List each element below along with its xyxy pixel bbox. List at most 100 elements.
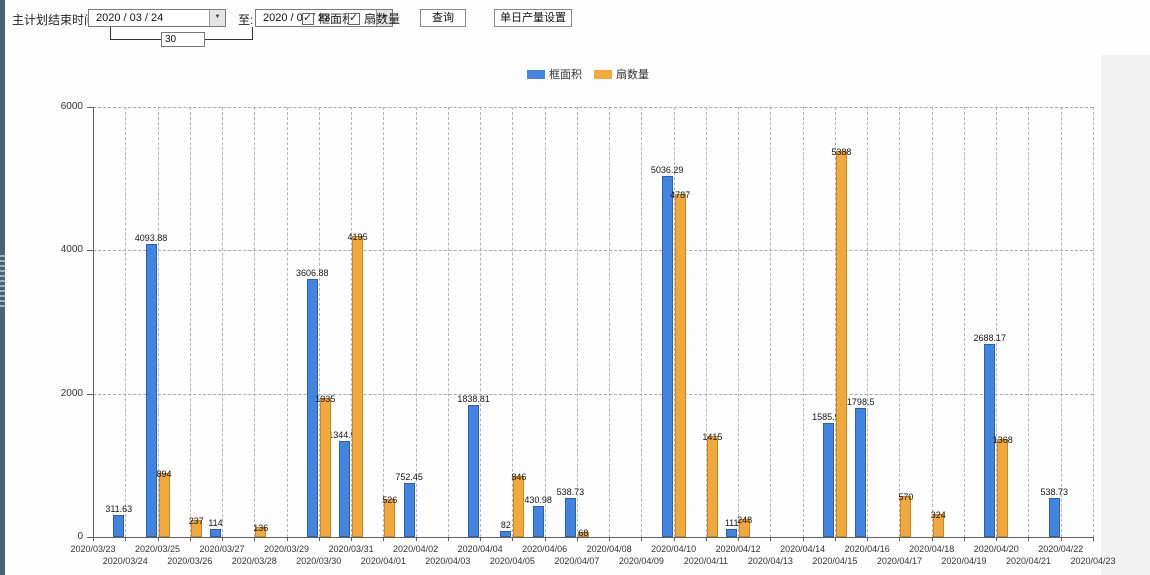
sash-count-checkbox-label: 扇数量 <box>364 12 401 26</box>
x-axis-label: 2020/03/30 <box>296 556 342 566</box>
check-icon: ✓ <box>303 11 313 24</box>
x-axis-label: 2020/03/26 <box>167 556 213 566</box>
v-gridline <box>1093 107 1094 537</box>
bar-value-label: 1368 <box>992 434 1013 445</box>
sash-count-checkbox[interactable]: ✓ 扇数量 <box>348 10 400 27</box>
bar-value-label: 1838.81 <box>457 394 490 405</box>
chevron-down-icon[interactable]: ▼ <box>376 10 392 26</box>
v-gridline <box>931 107 933 537</box>
bar-value-label: 5036.29 <box>650 165 684 176</box>
bar-value-label: 1415 <box>702 431 723 442</box>
y-axis-label: 0 <box>77 531 83 542</box>
y-axis-label: 6000 <box>60 101 83 112</box>
v-gridline <box>351 107 353 537</box>
x-axis-label: 2020/04/07 <box>554 556 600 566</box>
x-axis-tick <box>963 537 965 541</box>
bar-value-label: 1344.95 <box>328 429 361 440</box>
date-from-picker[interactable]: 2020 / 03 / 24 ▼ <box>88 9 226 27</box>
x-axis-label: 2020/04/06 <box>522 544 568 554</box>
x-axis-tick <box>383 537 385 541</box>
bar-sash-count <box>674 193 686 537</box>
x-axis-tick <box>544 537 546 541</box>
bar-frame-area <box>661 176 673 537</box>
v-gridline <box>480 107 482 537</box>
query-button[interactable]: 查询 <box>420 9 466 27</box>
bar-value-label: 1935 <box>315 394 336 405</box>
x-axis-label: 2020/04/19 <box>941 556 987 566</box>
bar-value-label: 4195 <box>347 232 368 243</box>
bar-frame-area <box>145 243 157 537</box>
v-gridline <box>544 107 546 537</box>
v-gridline <box>996 107 998 537</box>
x-axis-tick <box>157 537 159 541</box>
v-gridline <box>609 107 611 537</box>
v-gridline <box>834 107 836 537</box>
x-axis-label: 2020/04/02 <box>393 544 439 554</box>
splitter-grip[interactable] <box>0 255 5 310</box>
bar-frame-area <box>403 483 415 537</box>
bar-sash-count <box>190 520 202 537</box>
v-gridline <box>222 107 224 537</box>
x-axis-tick <box>480 537 482 541</box>
v-gridline <box>738 107 740 537</box>
y-axis-tick <box>87 250 93 252</box>
bar-sash-count <box>319 398 331 537</box>
x-axis-tick <box>189 537 191 541</box>
check-icon: ✓ <box>349 11 359 24</box>
v-gridline <box>254 107 256 537</box>
x-axis-tick <box>609 537 611 541</box>
x-axis-tick <box>254 537 256 541</box>
v-gridline <box>802 107 804 537</box>
checkbox-box[interactable]: ✓ <box>348 11 360 25</box>
x-axis-label: 2020/03/23 <box>70 544 116 554</box>
bar-frame-area <box>532 506 544 537</box>
x-axis-tick <box>1028 537 1030 541</box>
bar-value-label: 324 <box>930 509 946 520</box>
bar-value-label: 114 <box>208 517 223 528</box>
legend-label: 扇数量 <box>616 69 649 81</box>
bracket-line <box>252 27 253 40</box>
bar-sash-count <box>255 527 267 537</box>
chart-legend: 框面积 扇数量 <box>527 66 649 82</box>
daily-output-settings-button[interactable]: 单日产量设置 <box>494 9 572 27</box>
v-gridline <box>673 107 675 537</box>
x-axis-tick <box>705 537 707 541</box>
interval-days-input[interactable]: 30 <box>161 32 205 47</box>
chevron-down-icon[interactable]: ▼ <box>209 10 225 26</box>
bar-value-label: 248 <box>737 515 753 526</box>
legend-item-frame-area[interactable]: 框面积 <box>527 66 582 82</box>
bar-frame-area <box>210 528 222 537</box>
bar-value-label: 3606.88 <box>296 267 329 278</box>
x-axis-label: 2020/04/08 <box>586 544 632 554</box>
frame-area-checkbox[interactable]: ✓ 框面积 <box>302 10 354 27</box>
x-axis-tick <box>125 537 127 541</box>
x-axis-label: 2020/04/18 <box>909 544 955 554</box>
legend-item-sash-count[interactable]: 扇数量 <box>594 66 649 82</box>
legend-swatch-blue <box>527 69 545 79</box>
bar-value-label: 430.98 <box>524 495 552 506</box>
bar-sash-count <box>577 532 589 537</box>
x-axis-tick <box>802 537 804 541</box>
x-axis-tick <box>673 537 675 541</box>
v-gridline <box>641 107 643 537</box>
x-axis-tick <box>641 537 643 541</box>
x-axis-tick <box>512 537 514 541</box>
bar-sash-count <box>352 236 364 537</box>
x-axis-label: 2020/04/01 <box>360 556 406 566</box>
v-gridline <box>899 107 901 537</box>
h-gridline <box>93 393 1093 395</box>
x-axis-tick <box>576 537 578 541</box>
v-gridline <box>963 107 965 537</box>
bar-frame-area <box>468 405 480 537</box>
date-from-value[interactable]: 2020 / 03 / 24 <box>96 12 164 24</box>
bar-frame-area <box>113 514 125 537</box>
bar-sash-count <box>513 476 525 537</box>
x-axis-label: 2020/04/16 <box>844 544 890 554</box>
x-axis-tick <box>867 537 869 541</box>
checkbox-box[interactable]: ✓ <box>302 11 314 25</box>
v-gridline <box>415 107 417 537</box>
legend-label: 框面积 <box>549 69 582 81</box>
x-axis-tick <box>1060 537 1062 541</box>
v-gridline <box>512 107 514 537</box>
